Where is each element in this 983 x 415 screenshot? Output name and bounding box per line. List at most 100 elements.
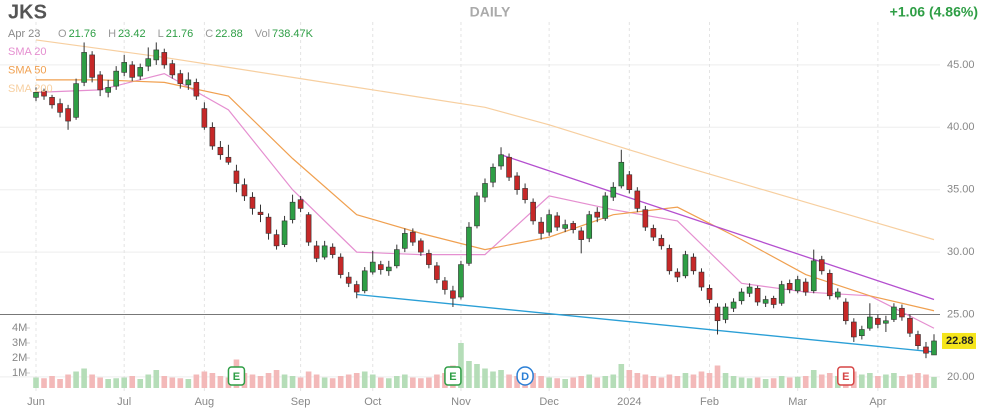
volume-bar [714, 365, 721, 388]
info-value: 738.47K [272, 28, 314, 40]
info-value: 22.88 [215, 28, 243, 40]
volume-bar [361, 371, 368, 388]
change: +1.06 (4.86%) [890, 4, 978, 20]
volume-bar [506, 374, 512, 388]
volume-bar [41, 378, 47, 388]
event-label: D [521, 371, 529, 383]
candle-body [313, 245, 320, 259]
candle-body [658, 238, 665, 247]
volume-bar [193, 374, 200, 388]
candle-body [225, 156, 232, 163]
volume-bar [538, 376, 544, 388]
volume-bar [137, 379, 144, 388]
volume-bar [418, 378, 424, 388]
volume-bar [185, 379, 192, 388]
candle-body [129, 64, 136, 78]
info-label: H [108, 28, 116, 40]
candle-body [466, 226, 472, 264]
volume-bar [818, 374, 825, 388]
volume-bar [794, 376, 801, 388]
candle-body [369, 261, 376, 273]
last-price-box [942, 332, 976, 349]
y-tick-label: 40.00 [947, 121, 975, 133]
volume-bar [305, 371, 312, 388]
candle-body [97, 74, 103, 91]
candle-body [329, 246, 336, 255]
candle-body [578, 230, 585, 240]
candle-body [153, 49, 160, 61]
sma-line [35, 39, 935, 241]
candle-body [458, 264, 464, 298]
candle-body [843, 301, 849, 322]
legend-entry: SMA 20 [8, 46, 47, 58]
event-marker [516, 366, 534, 386]
volume-bar [153, 370, 160, 388]
candle-body [602, 195, 609, 219]
candle-body [546, 214, 552, 233]
candle-body [241, 184, 248, 197]
volume-bar [402, 374, 408, 388]
candle-body [217, 146, 224, 156]
candle-body [49, 97, 55, 106]
candle-body [474, 195, 480, 227]
volume-tick-label: 2M [12, 352, 27, 364]
volume-tick-label: 3M [12, 337, 27, 349]
candle-body [626, 174, 633, 190]
candle-body [385, 266, 392, 272]
candle-body [810, 260, 817, 292]
volume-bar [674, 376, 681, 388]
candle-body [353, 284, 360, 293]
volume-bar [129, 376, 136, 388]
volume-bar [578, 376, 585, 388]
event-marker [444, 366, 462, 386]
volume-bar [546, 377, 552, 388]
volume-bar [385, 378, 392, 388]
volume-bar [666, 374, 673, 388]
candle-body [506, 156, 512, 178]
candle-body [73, 83, 79, 118]
candle-body [594, 211, 601, 218]
candle-body [915, 334, 921, 347]
volume-bar [281, 374, 288, 388]
candle-body [650, 228, 657, 238]
event-marker [227, 366, 246, 386]
candle-body [891, 306, 897, 320]
candle-body [690, 256, 697, 272]
candle-body [113, 70, 119, 87]
candle-body [81, 52, 87, 83]
legend-entry: SMA 50 [8, 64, 47, 76]
candle-body [642, 209, 649, 228]
volume-bar [730, 376, 737, 388]
candle-body [859, 329, 865, 337]
candle-body [418, 240, 424, 253]
volume-bar [915, 373, 921, 388]
x-tick-label: Feb [700, 396, 719, 408]
symbol: JKS [8, 1, 47, 23]
volume-bar [883, 374, 889, 388]
candle-body [714, 306, 721, 322]
volume-bar [802, 376, 809, 388]
candle-body [201, 108, 208, 128]
candle-body [105, 87, 111, 93]
volume-bar [875, 376, 881, 388]
volume-bar [177, 378, 184, 388]
info-label: Vol [255, 28, 270, 40]
volume-bar [57, 379, 63, 388]
candle-body [730, 301, 737, 309]
candle-body [786, 283, 793, 290]
volume-bar [690, 374, 697, 388]
candle-body [554, 215, 560, 228]
candle-body [610, 186, 617, 198]
volume-bar [626, 370, 633, 388]
candle-body [442, 280, 448, 290]
volume-tick-label: 1M [12, 367, 27, 379]
event-label: E [449, 371, 456, 383]
volume-bar [410, 377, 416, 388]
volume-bar [706, 373, 713, 388]
x-tick-label: Jul [117, 396, 131, 408]
volume-bar [610, 374, 617, 388]
y-tick-label: 20.00 [947, 371, 975, 383]
volume-bar [891, 373, 897, 388]
